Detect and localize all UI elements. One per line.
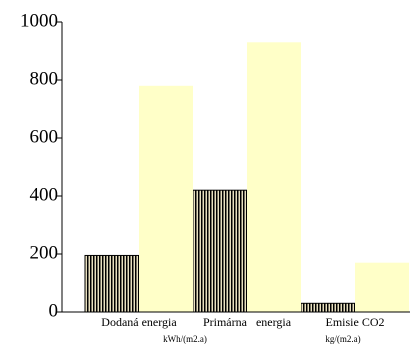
bar bbox=[300, 302, 356, 313]
y-tick-label: 1000 bbox=[20, 10, 58, 31]
y-tick-label: 200 bbox=[30, 242, 59, 263]
y-tick-label: 0 bbox=[49, 300, 59, 321]
y-tick-label: 800 bbox=[30, 68, 59, 89]
bar bbox=[84, 254, 140, 313]
bar bbox=[247, 42, 301, 313]
unit-label: kWh/(m2.a) bbox=[163, 334, 207, 344]
unit-label: kg/(m2.a) bbox=[325, 334, 360, 344]
x-tick-label: Dodaná energia bbox=[101, 315, 177, 329]
bar bbox=[355, 262, 409, 312]
x-tick-label: Emisie CO2 bbox=[326, 315, 385, 329]
y-tick-label: 400 bbox=[30, 184, 59, 205]
x-tick-label: Primárna energia bbox=[203, 315, 292, 329]
bar bbox=[139, 85, 193, 312]
y-tick-label: 600 bbox=[30, 126, 59, 147]
bar bbox=[192, 189, 248, 313]
